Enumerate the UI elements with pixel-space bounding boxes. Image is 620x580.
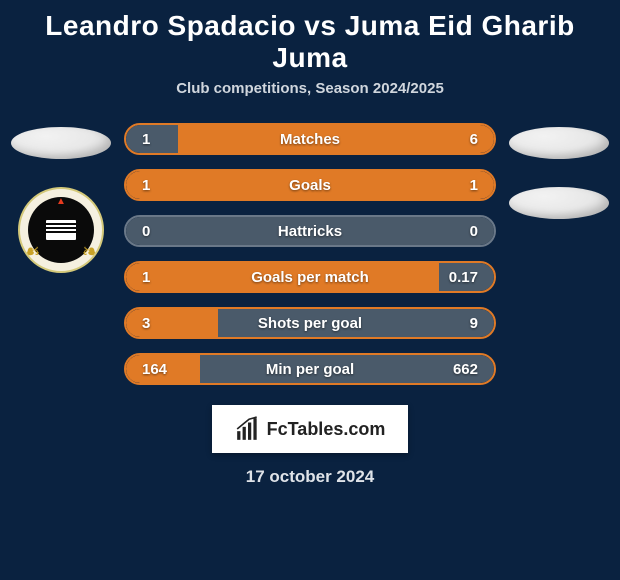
stat-label: Matches (126, 131, 494, 148)
stat-label: Goals per match (126, 269, 494, 286)
stat-row: 39Shots per goal (124, 307, 496, 339)
page-title: Leandro Spadacio vs Juma Eid Gharib Juma (0, 0, 620, 80)
chart-icon (235, 416, 261, 442)
laurel-icon: ❧ (22, 239, 40, 265)
stat-label: Shots per goal (126, 315, 494, 332)
flame-icon: ▲ (56, 196, 66, 207)
stat-row: 16Matches (124, 123, 496, 155)
brand-text: FcTables.com (267, 419, 386, 440)
club-avatar-right (509, 187, 609, 219)
club-logo-left: ▲ ❧ ❧ (18, 187, 104, 273)
stats-column: 16Matches 11Goals 00Hattricks 10.17Goals pe… (124, 123, 496, 385)
stat-row: 00Hattricks (124, 215, 496, 247)
stat-row: 11Goals (124, 169, 496, 201)
player-avatar-left (11, 127, 111, 159)
book-icon (46, 220, 76, 240)
player-avatar-right (509, 127, 609, 159)
brand-badge[interactable]: FcTables.com (212, 405, 408, 453)
stat-row: 164662Min per goal (124, 353, 496, 385)
left-player-col: ▲ ❧ ❧ (6, 123, 116, 385)
stat-row: 10.17Goals per match (124, 261, 496, 293)
stat-label: Hattricks (126, 223, 494, 240)
stat-label: Min per goal (126, 361, 494, 378)
date-text: 17 october 2024 (0, 467, 620, 487)
stat-label: Goals (126, 177, 494, 194)
right-player-col (504, 123, 614, 385)
laurel-icon: ❧ (82, 239, 100, 265)
comparison-grid: ▲ ❧ ❧ 16Matches 11Goals 00Hattricks 10.17Go… (0, 123, 620, 385)
subtitle: Club competitions, Season 2024/2025 (0, 80, 620, 97)
